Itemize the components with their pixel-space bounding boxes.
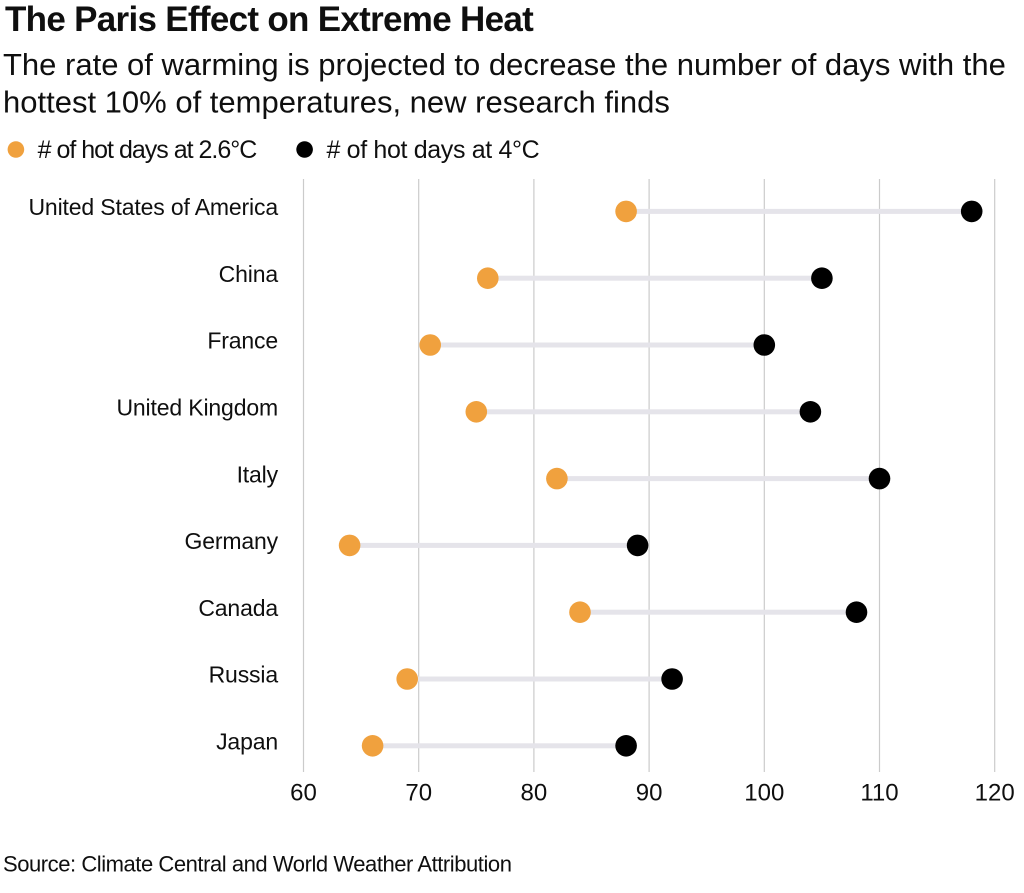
svg-text:United States of America: United States of America xyxy=(28,194,278,220)
svg-text:The Paris Effect on Extreme He: The Paris Effect on Extreme Heat xyxy=(5,0,534,39)
svg-text:120: 120 xyxy=(975,780,1015,807)
svg-text:France: France xyxy=(207,328,278,354)
svg-text:100: 100 xyxy=(744,780,784,807)
svg-text:Canada: Canada xyxy=(198,595,278,621)
svg-text:Italy: Italy xyxy=(237,461,279,487)
svg-text:# of hot days at 2.6°C: # of hot days at 2.6°C xyxy=(38,136,258,164)
svg-text:Germany: Germany xyxy=(184,528,278,554)
svg-text:The rate of warming is project: The rate of warming is projected to decr… xyxy=(3,47,1006,82)
svg-text:110: 110 xyxy=(860,780,898,807)
svg-text:Source: Climate Central and Wo: Source: Climate Central and World Weathe… xyxy=(3,852,511,877)
svg-text:60: 60 xyxy=(290,780,317,807)
svg-text:90: 90 xyxy=(636,780,663,807)
svg-text:hottest 10% of temperatures, n: hottest 10% of temperatures, new researc… xyxy=(3,84,670,119)
svg-text:United Kingdom: United Kingdom xyxy=(116,395,278,421)
svg-text:70: 70 xyxy=(405,780,432,807)
svg-text:China: China xyxy=(219,261,279,287)
svg-text:80: 80 xyxy=(521,780,548,807)
svg-text:# of hot days at 4°C: # of hot days at 4°C xyxy=(327,136,540,164)
svg-text:Russia: Russia xyxy=(209,662,279,688)
svg-text:Japan: Japan xyxy=(216,729,278,755)
